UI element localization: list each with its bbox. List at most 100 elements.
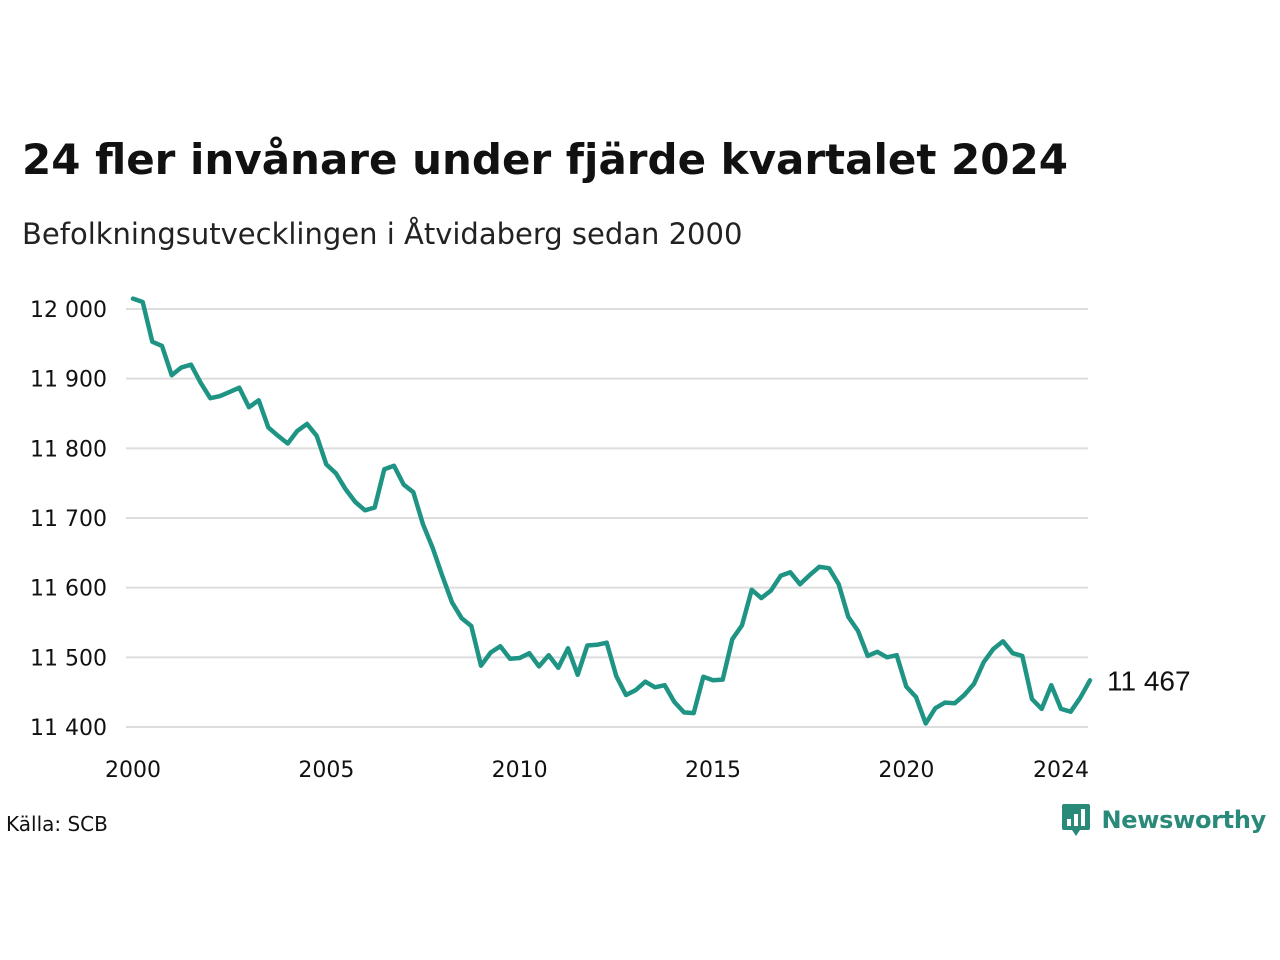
data-point (344, 487, 348, 491)
data-point (885, 655, 889, 659)
data-point (170, 373, 174, 377)
data-point (276, 434, 280, 438)
source-note: Källa: SCB (6, 812, 108, 836)
data-point (266, 425, 270, 429)
data-point (605, 641, 609, 645)
data-point (624, 693, 628, 697)
y-tick-label: 11 500 (30, 646, 107, 671)
data-point (817, 565, 821, 569)
data-point (1069, 710, 1073, 714)
y-tick-label: 11 800 (30, 437, 107, 462)
data-point (527, 651, 531, 655)
data-point (1040, 707, 1044, 711)
data-point (769, 589, 773, 592)
y-axis: 12 000 11 900 11 800 11 700 11 600 11 500 11 4… (30, 298, 107, 741)
data-point (924, 722, 928, 725)
data-point (247, 405, 251, 409)
chart-title: 24 fler invånare under fjärde kvartalet … (22, 135, 1068, 184)
data-point (179, 366, 183, 369)
data-point (421, 522, 425, 526)
data-point (701, 675, 705, 679)
data-point (460, 616, 464, 620)
data-point (1078, 696, 1082, 700)
data-point (672, 700, 676, 704)
data-point (846, 615, 850, 619)
data-point (595, 643, 599, 647)
data-point (614, 674, 618, 678)
data-point (218, 394, 222, 398)
data-point (576, 673, 580, 677)
data-point (295, 429, 299, 433)
y-tick-label: 11 900 (30, 368, 107, 393)
data-point (914, 695, 918, 699)
data-point (663, 683, 667, 687)
data-point (305, 422, 309, 426)
data-point (634, 688, 638, 692)
data-point (208, 396, 212, 400)
data-point (953, 701, 957, 705)
data-point (508, 657, 512, 661)
data-point (875, 650, 879, 654)
data-point (808, 573, 812, 577)
data-point (643, 680, 647, 684)
data-point (904, 685, 908, 689)
data-point (431, 546, 435, 550)
y-tick-label: 11 700 (30, 507, 107, 532)
data-point (779, 574, 783, 578)
data-point (392, 464, 396, 468)
data-point (856, 629, 860, 633)
data-point (1059, 707, 1063, 711)
data-point (440, 574, 444, 578)
data-point (837, 582, 841, 586)
series-line (130, 296, 1093, 726)
data-point (479, 664, 483, 668)
label-layer: 11 467 (1107, 665, 1191, 696)
data-point (692, 711, 696, 715)
x-tick-label: 2024 (1033, 758, 1089, 783)
data-point (827, 566, 831, 570)
data-point (962, 693, 966, 697)
x-tick-label: 2020 (878, 758, 934, 783)
y-tick-label: 11 400 (30, 716, 107, 741)
data-point (750, 588, 754, 592)
data-point (759, 596, 763, 600)
data-point (740, 623, 744, 627)
data-point (991, 647, 995, 651)
data-point (450, 600, 454, 604)
x-tick-label: 2010 (492, 758, 548, 783)
data-point (518, 656, 522, 660)
data-point (1088, 678, 1092, 682)
y-tick-label: 11 600 (30, 577, 107, 602)
data-point (469, 624, 473, 628)
newsworthy-logo-icon (1062, 804, 1091, 836)
data-point (489, 651, 493, 654)
x-axis: 2000 2005 2010 2015 2020 2024 (105, 758, 1089, 783)
brand-name: Newsworthy (1101, 806, 1266, 834)
x-tick-label: 2005 (298, 758, 354, 783)
data-point (237, 386, 241, 390)
series-layer (130, 296, 1093, 726)
data-point (315, 434, 319, 438)
data-point (411, 490, 415, 494)
data-point (1030, 697, 1034, 701)
data-point (943, 701, 947, 705)
data-point (866, 654, 870, 658)
data-point (556, 666, 560, 670)
data-point (566, 646, 570, 650)
end-value-label: 11 467 (1107, 665, 1191, 696)
brand-logo: Newsworthy (1061, 802, 1266, 838)
data-point (721, 678, 725, 682)
grid-layer (126, 308, 1088, 728)
data-point (498, 644, 502, 648)
data-point (982, 660, 986, 664)
chart-subtitle: Befolkningsutvecklingen i Åtvidaberg sed… (22, 217, 743, 251)
data-point (798, 582, 802, 586)
data-point (653, 685, 657, 689)
data-point (141, 300, 145, 304)
data-point (933, 706, 937, 710)
data-point (160, 344, 164, 348)
x-tick-label: 2015 (685, 758, 741, 783)
data-point (895, 653, 899, 657)
data-point (711, 678, 715, 682)
y-tick-label: 12 000 (30, 298, 107, 323)
